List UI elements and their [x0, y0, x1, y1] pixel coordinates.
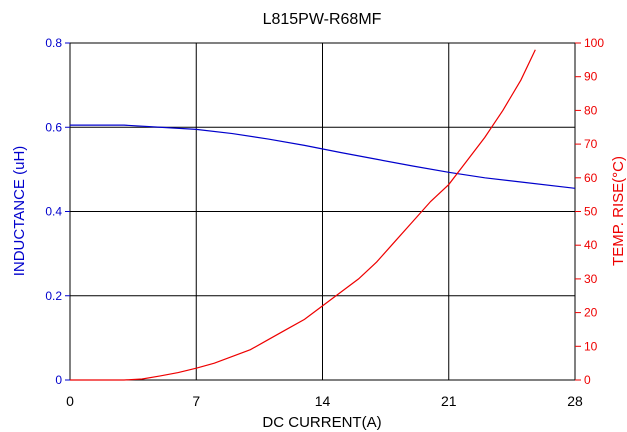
left-axis-label: INDUCTANCE (uH) — [11, 146, 28, 277]
right-tick-label: 80 — [584, 103, 598, 117]
x-tick-label: 28 — [567, 393, 583, 409]
left-axis: 0 0.2 0.4 0.6 0.8 — [45, 36, 70, 387]
left-tick-label: 0 — [55, 373, 62, 387]
right-tick-label: 0 — [584, 373, 591, 387]
x-tick-label: 7 — [192, 393, 200, 409]
right-tick-label: 90 — [584, 70, 598, 84]
right-tick-label: 70 — [584, 137, 598, 151]
x-tick-label: 14 — [315, 393, 331, 409]
right-tick-label: 30 — [584, 272, 598, 286]
x-tick-label: 21 — [441, 393, 457, 409]
left-tick-label: 0.2 — [45, 289, 62, 303]
right-axis: 0 10 20 30 40 50 60 70 80 90 100 — [575, 36, 604, 387]
grid — [69, 42, 576, 381]
x-axis-label: DC CURRENT(A) — [262, 414, 381, 431]
left-tick-label: 0.6 — [45, 120, 62, 134]
inductance-series-line — [70, 124, 576, 189]
left-tick-label: 0.4 — [45, 205, 62, 219]
temp-rise-series-line — [70, 49, 536, 381]
right-tick-label: 10 — [584, 339, 598, 353]
right-tick-label: 40 — [584, 238, 598, 252]
x-axis: 0 7 14 21 28 — [66, 393, 583, 409]
x-tick-label: 0 — [66, 393, 74, 409]
chart-title: L815PW-R68MF — [263, 11, 382, 28]
right-axis-label: TEMP. RISE(°C) — [610, 156, 627, 266]
right-tick-label: 50 — [584, 205, 598, 219]
right-tick-label: 60 — [584, 171, 598, 185]
right-tick-label: 20 — [584, 306, 598, 320]
left-tick-label: 0.8 — [45, 36, 62, 50]
right-tick-label: 100 — [584, 36, 604, 50]
